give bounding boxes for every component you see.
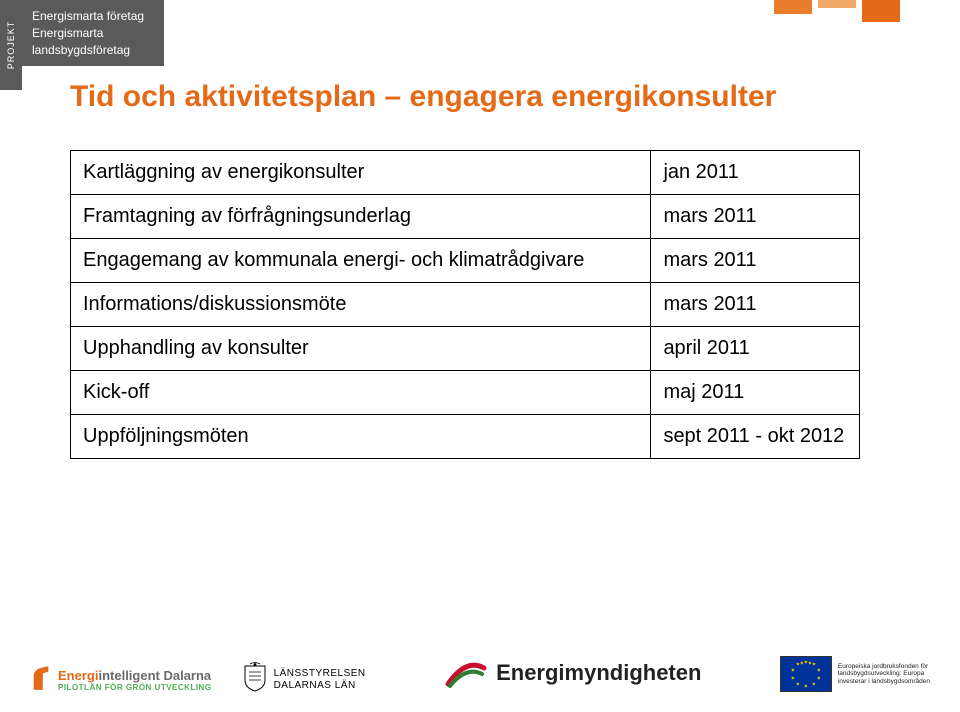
- date-cell: jan 2011: [651, 151, 860, 195]
- activity-table: Kartläggning av energikonsulter jan 2011…: [70, 150, 860, 459]
- swoosh-icon: [444, 654, 488, 692]
- activity-cell: Kick-off: [71, 371, 651, 415]
- table-row: Upphandling av konsulter april 2011: [71, 327, 860, 371]
- table-row: Framtagning av förfrågningsunderlag mars…: [71, 195, 860, 239]
- logo-energiintelligent: Energiintelligent Dalarna PILOTLÄN FÖR G…: [30, 664, 212, 692]
- footer: Energiintelligent Dalarna PILOTLÄN FÖR G…: [30, 632, 930, 692]
- logo-eu: Europeiska jordbruksfonden för landsbygd…: [780, 656, 930, 692]
- accent-bar-1: [774, 0, 812, 14]
- footer-left-group: Energiintelligent Dalarna PILOTLÄN FÖR G…: [30, 662, 366, 692]
- accent-bars: [774, 0, 900, 22]
- crest-icon: [242, 662, 268, 692]
- eid-text: Energiintelligent Dalarna PILOTLÄN FÖR G…: [58, 668, 212, 692]
- table-row: Kick-off maj 2011: [71, 371, 860, 415]
- date-cell: april 2011: [651, 327, 860, 371]
- date-cell: maj 2011: [651, 371, 860, 415]
- table-row: Informations/diskussionsmöte mars 2011: [71, 283, 860, 327]
- project-box: Energismarta företag Energismarta landsb…: [22, 0, 164, 66]
- project-tab: PROJEKT: [0, 0, 22, 90]
- lst-text: LÄNSSTYRELSEN DALARNAS LÄN: [274, 668, 366, 692]
- activity-cell: Uppföljningsmöten: [71, 415, 651, 459]
- em-text: Energimyndigheten: [496, 660, 701, 686]
- lst-line1: LÄNSSTYRELSEN: [274, 668, 366, 680]
- table-row: Kartläggning av energikonsulter jan 2011: [71, 151, 860, 195]
- date-cell: mars 2011: [651, 239, 860, 283]
- project-box-line2: Energismarta: [32, 25, 144, 42]
- eu-text: Europeiska jordbruksfonden för landsbygd…: [838, 663, 930, 685]
- eid-word2: intelligent: [98, 668, 159, 683]
- logo-lansstyrelsen: LÄNSSTYRELSEN DALARNAS LÄN: [242, 662, 366, 692]
- table-row: Uppföljningsmöten sept 2011 - okt 2012: [71, 415, 860, 459]
- eid-word3: Dalarna: [160, 668, 211, 683]
- date-cell: sept 2011 - okt 2012: [651, 415, 860, 459]
- activity-cell: Informations/diskussionsmöte: [71, 283, 651, 327]
- project-box-line1: Energismarta företag: [32, 8, 144, 25]
- eu-line1: Europeiska jordbruksfonden för: [838, 663, 930, 670]
- eu-line3: investerar i landsbygdsområden: [838, 678, 930, 685]
- project-tab-label: PROJEKT: [6, 21, 16, 70]
- page-title: Tid och aktivitetsplan – engagera energi…: [70, 80, 890, 114]
- eid-line1: Energiintelligent Dalarna: [58, 668, 212, 683]
- date-cell: mars 2011: [651, 283, 860, 327]
- accent-bar-3: [862, 0, 900, 22]
- activity-cell: Framtagning av förfrågningsunderlag: [71, 195, 651, 239]
- eu-flag-icon: [780, 656, 832, 692]
- activity-cell: Kartläggning av energikonsulter: [71, 151, 651, 195]
- eid-sub: PILOTLÄN FÖR GRÖN UTVECKLING: [58, 683, 212, 692]
- date-cell: mars 2011: [651, 195, 860, 239]
- lst-line2: DALARNAS LÄN: [274, 680, 366, 692]
- accent-bar-2: [818, 0, 856, 8]
- eu-line2: landsbygdsutveckling: Europa: [838, 670, 930, 677]
- dalarna-horse-icon: [30, 664, 52, 692]
- activity-cell: Upphandling av konsulter: [71, 327, 651, 371]
- eid-word1: Energi: [58, 668, 98, 683]
- logo-energimyndigheten: Energimyndigheten: [444, 654, 701, 692]
- table-row: Engagemang av kommunala energi- och klim…: [71, 239, 860, 283]
- activity-cell: Engagemang av kommunala energi- och klim…: [71, 239, 651, 283]
- project-box-line3: landsbygdsföretag: [32, 42, 144, 59]
